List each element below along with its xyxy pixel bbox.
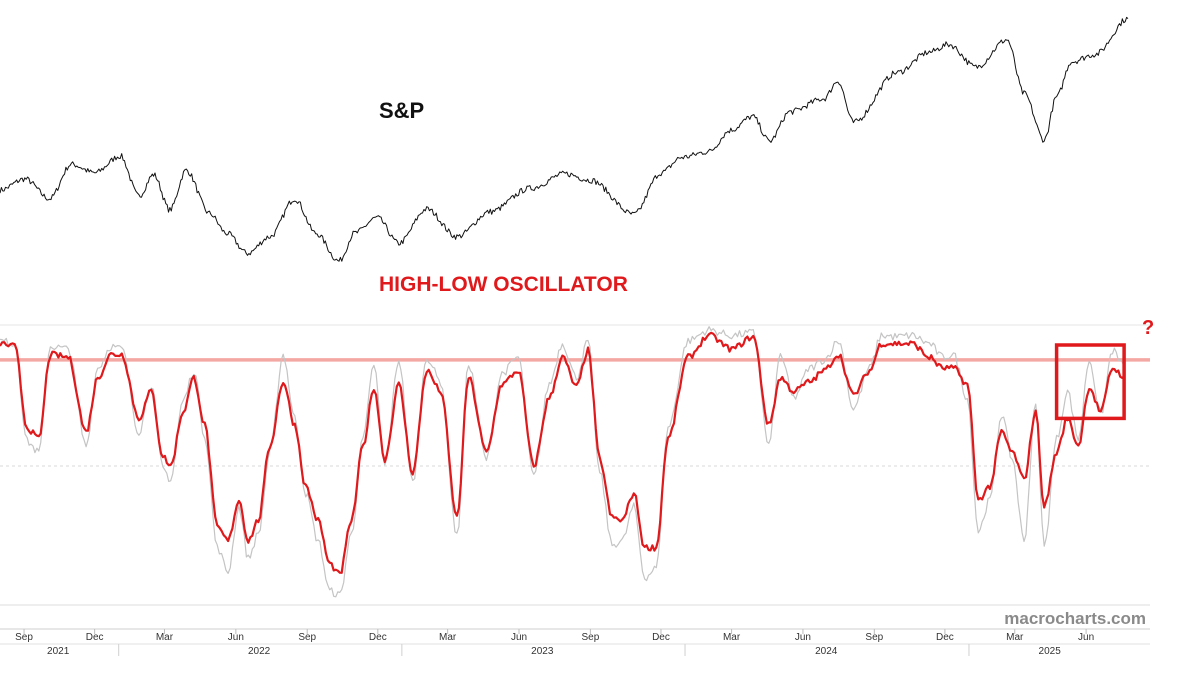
x-tick-label: Jun [795,632,811,643]
watermark: macrocharts.com [1004,609,1146,628]
x-tick-label: Mar [723,632,741,643]
highlight-box [1054,343,1126,421]
x-tick-label: Dec [86,632,104,643]
x-tick-label: Mar [156,632,174,643]
oscillator-panel-label: HIGH-LOW OSCILLATOR [379,273,628,296]
x-tick-label: Dec [369,632,387,643]
sp-price-panel [0,16,1129,262]
x-tick-label: Sep [581,632,599,643]
x-tick-label: Jun [1078,632,1094,643]
sp-panel-label: S&P [379,98,424,123]
x-axis: Sep Dec Mar Jun Sep Dec Mar Jun Sep Dec Mar Jun Sep D… [0,628,1150,657]
x-tick-label: Mar [439,632,457,643]
x-tick-label: Dec [936,632,954,643]
series-line-oscillator-raw [0,326,1125,598]
x-tick-label: Jun [228,632,244,643]
series-line-sp [0,16,1129,262]
year-label: 2025 [1039,646,1062,657]
grid-lines [0,324,1150,606]
x-tick-label: Sep [865,632,883,643]
year-label: 2024 [815,646,838,657]
year-label: 2023 [531,646,554,657]
x-tick-label: Mar [1006,632,1024,643]
x-tick-label: Dec [652,632,670,643]
question-mark-annotation: ? [1142,317,1154,339]
x-tick-label: Sep [298,632,316,643]
year-label: 2022 [248,646,271,657]
highlight-box-group [1054,343,1126,421]
year-label: 2021 [47,646,70,657]
x-tick-label: Jun [511,632,527,643]
series-line-oscillator [0,331,1125,574]
x-tick-label: Sep [15,632,33,643]
oscillator-panel [0,326,1125,598]
